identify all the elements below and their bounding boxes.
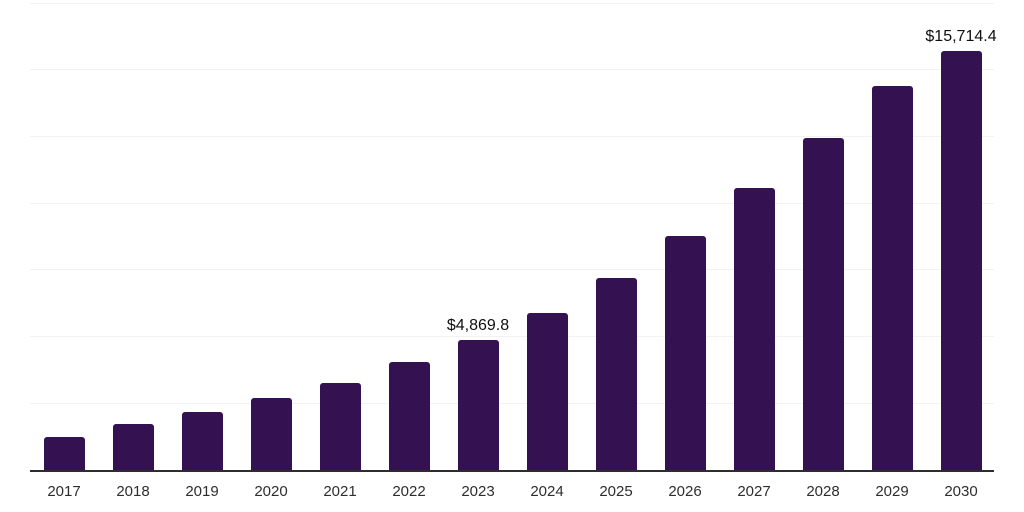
bar-2020 [250, 398, 292, 470]
x-tick-2025: 2025 [599, 483, 633, 500]
bar-2025 [595, 277, 637, 470]
bar-2030 [940, 50, 982, 470]
x-tick-2027: 2027 [737, 483, 771, 500]
bar-2026 [664, 236, 706, 470]
gridline [30, 402, 994, 404]
bar-2017 [43, 437, 85, 470]
bar-2022 [388, 362, 430, 470]
data-label-2023: $4,869.8 [446, 317, 510, 335]
x-tick-2023: 2023 [461, 483, 495, 500]
x-tick-2030: 2030 [944, 483, 978, 500]
x-tick-2018: 2018 [116, 483, 150, 500]
bar-2019 [181, 412, 223, 470]
x-tick-2019: 2019 [185, 483, 219, 500]
bar-2027 [733, 188, 775, 470]
x-tick-2022: 2022 [392, 483, 426, 500]
plot-area: $4,869.8 $15,714.4 [30, 2, 997, 472]
x-tick-2024: 2024 [530, 483, 564, 500]
bar-2029 [871, 85, 913, 470]
data-label-2030: $15,714.4 [925, 27, 997, 45]
bar-2018 [112, 424, 154, 470]
x-tick-2021: 2021 [323, 483, 357, 500]
x-tick-2020: 2020 [254, 483, 288, 500]
gridline [30, 135, 994, 137]
bar-2024 [526, 312, 568, 470]
x-tick-2028: 2028 [806, 483, 840, 500]
bar-2021 [319, 383, 361, 470]
x-tick-2017: 2017 [47, 483, 81, 500]
bar-2023 [457, 340, 499, 470]
gridline [30, 69, 994, 71]
gridline [30, 202, 994, 204]
gridline [30, 269, 994, 271]
x-tick-2029: 2029 [875, 483, 909, 500]
bar-2028 [802, 137, 844, 470]
gridline [30, 336, 994, 338]
x-axis-line [30, 470, 994, 472]
x-tick-2026: 2026 [668, 483, 702, 500]
gridline [30, 2, 994, 4]
